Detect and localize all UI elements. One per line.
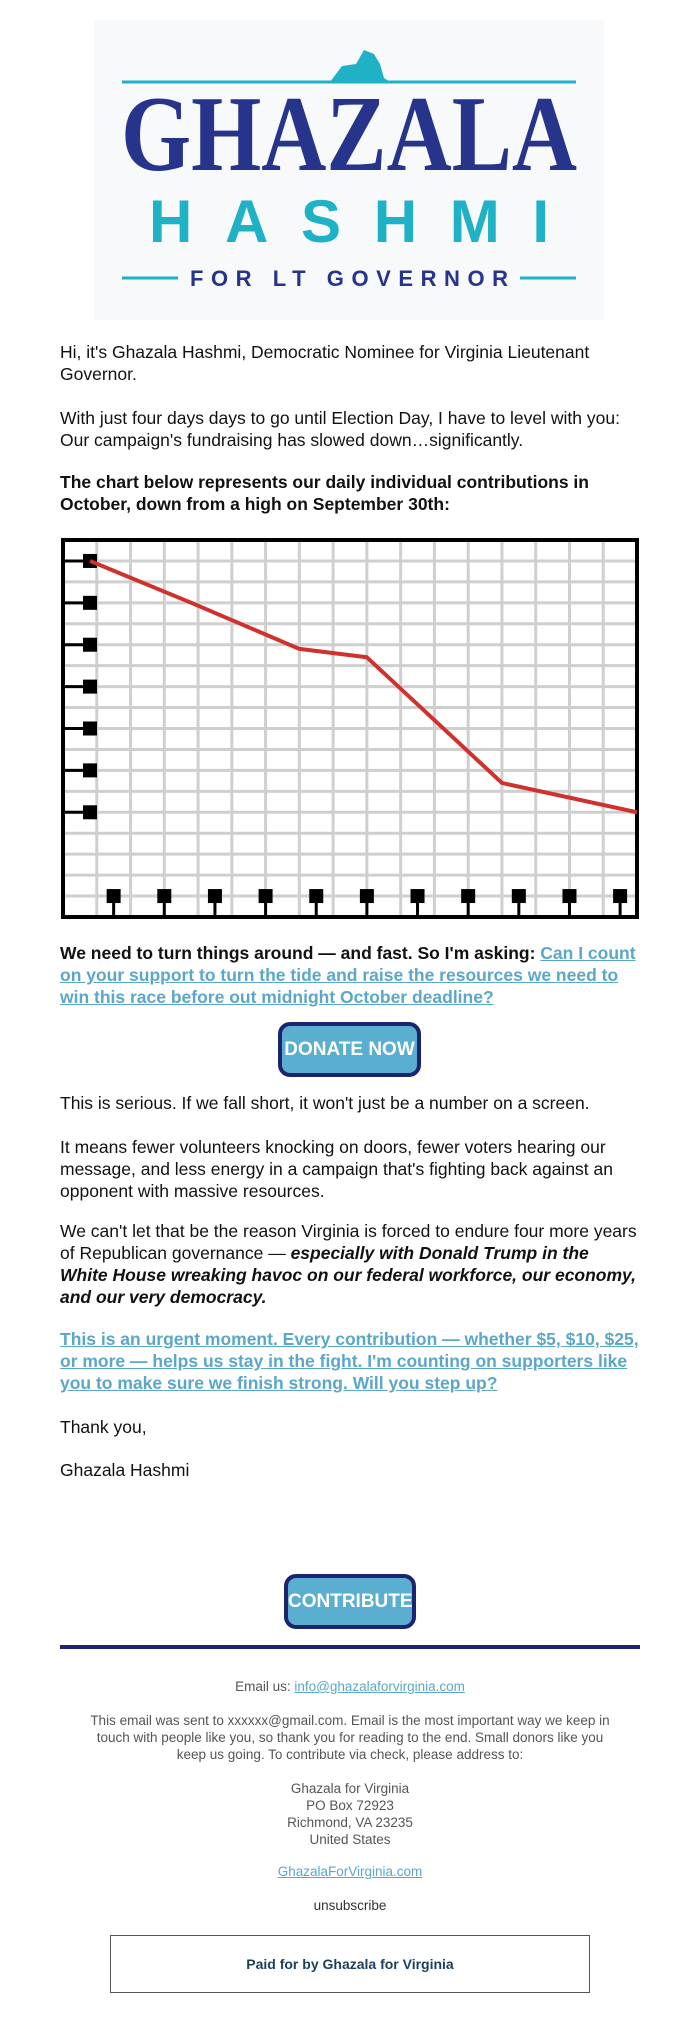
chart-y-tick bbox=[83, 805, 98, 820]
chart-y-tick bbox=[83, 721, 98, 736]
chart-x-tick bbox=[511, 889, 526, 904]
chart-series-line bbox=[89, 559, 638, 815]
footer-email-line: Email us: info@ghazalaforvirginia.com bbox=[60, 1678, 640, 1695]
chart-x-tick bbox=[157, 889, 172, 904]
urgent-paragraph: This is an urgent moment. Every contribu… bbox=[60, 1328, 640, 1394]
address-line: United States bbox=[309, 1832, 391, 1847]
unsubscribe-link[interactable]: unsubscribe bbox=[313, 1898, 387, 1913]
logo-name: GHAZALA bbox=[121, 75, 577, 194]
virginia-state-icon bbox=[330, 50, 390, 82]
urgent-donate-link[interactable]: This is an urgent moment. Every contribu… bbox=[60, 1329, 639, 1393]
cant-let-paragraph: We can't let that be the reason Virginia… bbox=[60, 1220, 640, 1308]
chart-y-tick bbox=[83, 763, 98, 778]
slowdown-paragraph: With just four days days to go until Ele… bbox=[60, 408, 620, 450]
paid-for-disclaimer: Paid for by Ghazala for Virginia bbox=[110, 1935, 590, 1993]
footer-site-link[interactable]: GhazalaForVirginia.com bbox=[277, 1864, 423, 1879]
chart-x-tick bbox=[410, 889, 425, 904]
campaign-logo: GHAZALA HASHMI FOR LT GOVERNOR bbox=[94, 20, 604, 320]
footer-sent-note: This email was sent to xxxxxx@gmail.com.… bbox=[90, 1713, 610, 1762]
footer-site-line: GhazalaForVirginia.com bbox=[60, 1863, 640, 1880]
ask-paragraph: We need to turn things around — and fast… bbox=[60, 942, 640, 1008]
chart-y-tick bbox=[83, 637, 98, 652]
address-line: Richmond, VA 23235 bbox=[287, 1815, 413, 1830]
signature-line: Ghazala Hashmi bbox=[60, 1460, 190, 1480]
chart-x-tick bbox=[309, 889, 324, 904]
chart-y-tick bbox=[83, 679, 98, 694]
footer-divider bbox=[60, 1645, 640, 1649]
donate-now-button[interactable]: DONATE NOW bbox=[278, 1022, 421, 1077]
address-line: Ghazala for Virginia bbox=[290, 1781, 410, 1796]
footer-email-label: Email us: bbox=[235, 1679, 295, 1694]
chart-x-tick bbox=[613, 889, 628, 904]
footer-email-link[interactable]: info@ghazalaforvirginia.com bbox=[294, 1679, 465, 1694]
address-line: PO Box 72923 bbox=[306, 1798, 394, 1813]
ask-donate-link[interactable]: Can I count on your support to turn the … bbox=[60, 943, 636, 1007]
chart-x-tick bbox=[359, 889, 374, 904]
chart-x-tick bbox=[461, 889, 476, 904]
chart-x-tick bbox=[562, 889, 577, 904]
logo-surname: HASHMI bbox=[149, 188, 549, 255]
trump-emphasis-text: especially with Donald Trump in the Whit… bbox=[60, 1243, 636, 1307]
serious-paragraph: This is serious. If we fall short, it wo… bbox=[60, 1093, 590, 1113]
cant-let-text: We can't let that be the reason Virginia… bbox=[60, 1221, 637, 1263]
footer-unsubscribe-line: unsubscribe bbox=[60, 1897, 640, 1914]
intro-paragraph: Hi, it's Ghazala Hashmi, Democratic Nomi… bbox=[60, 342, 590, 384]
contributions-chart-svg bbox=[61, 538, 639, 919]
chart-x-tick bbox=[106, 889, 121, 904]
chart-x-tick bbox=[258, 889, 273, 904]
footer-address: Ghazala for Virginia PO Box 72923 Richmo… bbox=[60, 1780, 640, 1848]
chart-intro-paragraph: The chart below represents our daily ind… bbox=[60, 472, 589, 514]
ask-bold-text: We need to turn things around — and fast… bbox=[60, 943, 541, 963]
thanks-line: Thank you, bbox=[60, 1417, 147, 1437]
chart-x-tick bbox=[207, 889, 222, 904]
fewer-paragraph: It means fewer volunteers knocking on do… bbox=[60, 1137, 613, 1201]
logo-tagline: FOR LT GOVERNOR bbox=[190, 266, 508, 291]
contribute-button[interactable]: CONTRIBUTE bbox=[284, 1574, 416, 1629]
chart-y-tick bbox=[83, 595, 98, 610]
contributions-chart bbox=[60, 537, 640, 920]
